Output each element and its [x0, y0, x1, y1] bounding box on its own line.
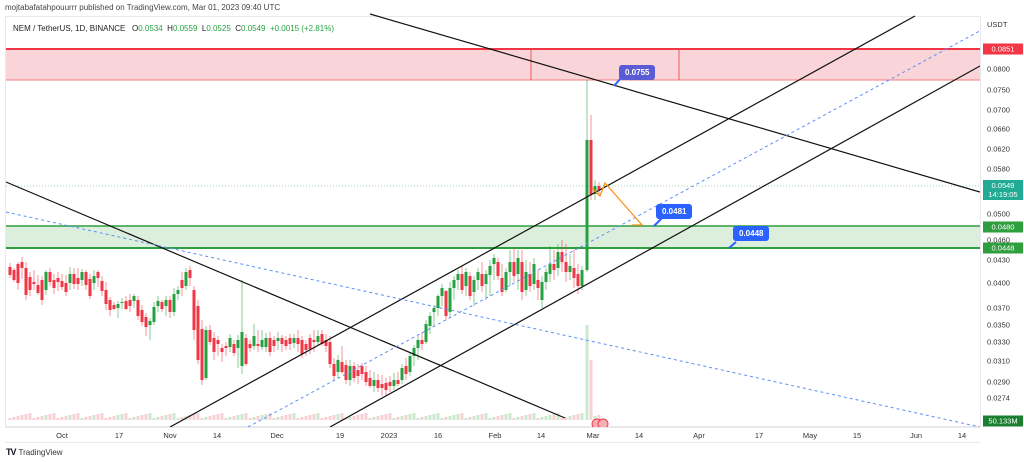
price-tick: 0.0350 — [987, 320, 1010, 330]
footer: TV TradingView — [6, 447, 63, 457]
close-value: 0.0549 — [241, 24, 266, 33]
price-badge: 0.0549 14:19:05 — [983, 180, 1023, 200]
symbol-legend: NEM / TetherUS, 1D, BINANCE O0.0534 H0.0… — [13, 24, 334, 33]
time-tick: Jun — [909, 431, 923, 440]
time-tick: 15 — [852, 431, 862, 440]
price-badge: 50.133M — [983, 415, 1023, 427]
time-tick: Apr — [693, 431, 705, 440]
price-tick: 0.0310 — [987, 356, 1010, 366]
time-tick: Dec — [270, 431, 284, 440]
time-tick: 17 — [114, 431, 124, 440]
time-tick: 16 — [433, 431, 443, 440]
time-axis[interactable]: Oct 17 Nov 14 Dec 19 2023 16 Feb 14 Mar 14 Apr 17 May 1… — [5, 427, 980, 443]
price-tick: 0.0500 — [987, 209, 1010, 219]
price-tick: 0.0750 — [987, 85, 1010, 95]
high-value: 0.0559 — [172, 24, 198, 33]
time-tick: Nov — [163, 431, 177, 440]
change-value: +0.0015 (+2.81%) — [269, 24, 334, 33]
price-tick: 0.0370 — [987, 303, 1010, 313]
brand-name[interactable]: TradingView — [18, 447, 63, 457]
time-tick: Feb — [488, 431, 502, 440]
price-axis[interactable]: USDT 0.0800 0.0750 0.0700 0.0660 0.0620 0.058… — [980, 16, 1024, 427]
price-tick: 0.0800 — [987, 64, 1010, 74]
time-tick: Oct — [56, 431, 68, 440]
time-tick: 2023 — [380, 431, 398, 440]
tradingview-logo-icon: TV — [6, 447, 16, 457]
time-tick: 19 — [335, 431, 345, 440]
price-tick: 0.0274 — [987, 393, 1010, 403]
price-tick: 0.0580 — [987, 164, 1010, 174]
price-tick: 0.0290 — [987, 377, 1010, 387]
price-note[interactable]: 0.0448 — [733, 226, 770, 241]
price-tick: 0.0660 — [987, 124, 1010, 134]
open-value: 0.0534 — [138, 24, 163, 33]
publisher-line: mojtabafatahpouurrr published on Trading… — [5, 3, 281, 12]
time-tick: 14 — [634, 431, 644, 440]
price-tick: 0.0400 — [987, 278, 1010, 288]
price-note[interactable]: 0.0755 — [619, 65, 656, 80]
price-note[interactable]: 0.0481 — [656, 204, 693, 219]
low-value: 0.0525 — [206, 24, 231, 33]
price-tick: 0.0430 — [987, 255, 1010, 265]
time-tick: 14 — [212, 431, 222, 440]
price-chart[interactable] — [0, 0, 980, 427]
price-tick: 0.0700 — [987, 105, 1010, 115]
price-tick: 0.0460 — [987, 235, 1010, 245]
price-badge: 0.0448 — [983, 242, 1023, 254]
time-tick: May — [802, 431, 818, 440]
time-tick: 17 — [754, 431, 764, 440]
price-tick: 0.0330 — [987, 337, 1010, 347]
price-badge: 0.0480 — [983, 221, 1023, 233]
currency-unit: USDT — [987, 20, 1008, 29]
time-tick: 14 — [957, 431, 967, 440]
chart-pane[interactable] — [5, 16, 980, 427]
time-tick: Mar — [586, 431, 600, 440]
symbol-name: NEM / TetherUS, 1D, BINANCE — [13, 24, 126, 33]
price-badge: 0.0851 — [983, 43, 1023, 55]
time-tick: 14 — [536, 431, 546, 440]
price-tick: 0.0620 — [987, 144, 1010, 154]
